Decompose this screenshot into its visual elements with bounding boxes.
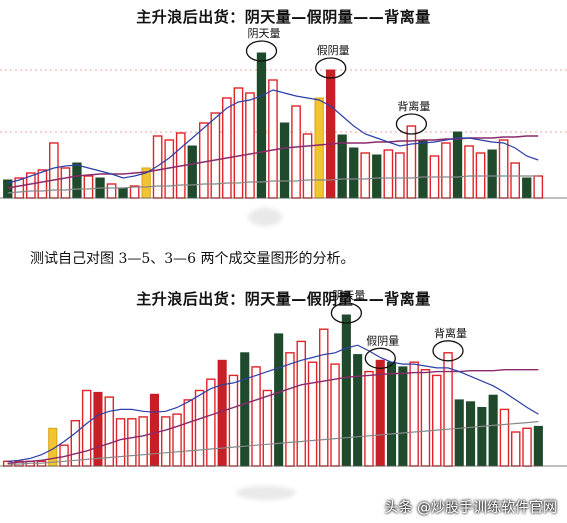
base-line [7, 175, 539, 194]
volume-bar [228, 374, 239, 467]
annotation-circle [245, 40, 278, 62]
annotation-circle [395, 113, 428, 135]
volume-bar [375, 359, 385, 467]
volume-bar [183, 399, 193, 467]
volume-bar [488, 394, 498, 467]
chart-title-bottom: 主升浪后出货：阴天量—假阴量——背离量 [136, 290, 431, 308]
volume-bar [70, 420, 81, 467]
volume-bar [251, 366, 261, 467]
volume-bar [409, 361, 419, 467]
watermark-text: 头条 @炒股手训练软件官网 [384, 500, 557, 516]
volume-bar [420, 369, 431, 467]
short-ma-line [7, 89, 539, 184]
volume-bar [511, 431, 521, 467]
annotation-label: 背离量 [434, 326, 467, 340]
annotation-label: 阴天量 [332, 289, 365, 302]
volume-bar [217, 359, 227, 467]
volume-bar [274, 333, 284, 467]
volume-bar [398, 366, 408, 467]
volume-bar [285, 352, 295, 467]
volume-bar [240, 352, 250, 467]
annotation-circle [364, 347, 396, 369]
base-line [7, 421, 539, 465]
volume-bar [104, 396, 114, 467]
volume-bar [443, 352, 453, 467]
volume-bar [172, 413, 182, 467]
volume-bar [319, 328, 329, 467]
volume-bar [432, 374, 442, 467]
volume-bar [194, 389, 205, 467]
volume-bar [387, 361, 397, 467]
volume-bar [307, 361, 318, 467]
volume-bar [477, 407, 487, 467]
volume-bar [522, 427, 532, 467]
annotation-circle [432, 340, 464, 362]
volume-bar [262, 389, 273, 467]
short-ma-line [7, 344, 539, 462]
annotation-label: 阴天量 [248, 27, 281, 40]
annotation-label: 假阴量 [366, 333, 399, 347]
caption-text: 测试自己对图 3—5、3—6 两个成交量图形的分析。 [30, 251, 355, 267]
volume-bar [138, 416, 148, 467]
volume-bar [160, 416, 171, 467]
volume-bar [353, 354, 363, 467]
smudge-mark [236, 486, 296, 500]
long-ma-line [7, 369, 539, 464]
volume-bar [115, 418, 126, 467]
volume-bar [81, 389, 92, 467]
volume-bar [206, 378, 216, 467]
volume-bar [533, 425, 543, 467]
smudge-mark [248, 208, 282, 226]
volume-bar [341, 314, 351, 467]
volume-bar [466, 401, 476, 467]
annotation-label: 假阴量 [317, 43, 350, 57]
volume-bar [499, 408, 510, 467]
volume-bar [127, 418, 137, 467]
chart-title-top: 主升浪后出货：阴天量—假阴量——背离量 [136, 8, 431, 26]
annotation-circle [315, 57, 347, 79]
annotation-label: 背离量 [397, 99, 430, 113]
volume-bar [454, 399, 464, 467]
annotation-circle [330, 302, 363, 324]
volume-bar [364, 370, 374, 467]
volume-bar [149, 393, 159, 467]
volume-bar [93, 391, 103, 467]
